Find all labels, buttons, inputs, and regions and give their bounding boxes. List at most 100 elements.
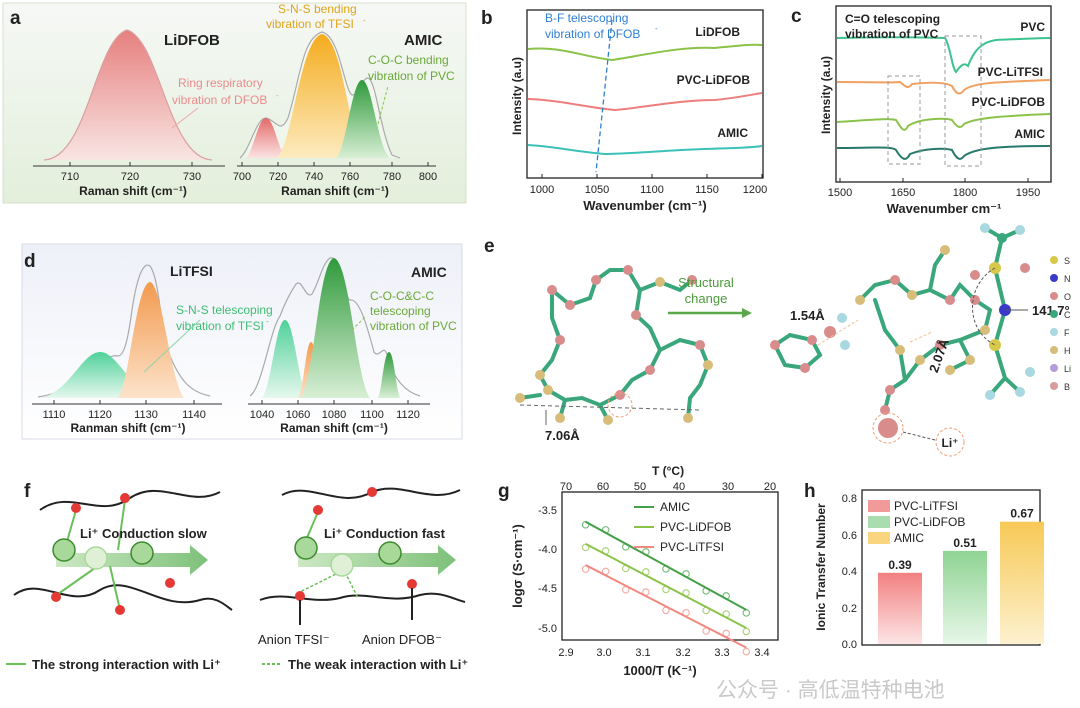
panel-b-ticks: 1000 1050 1100 1150 1200	[530, 174, 767, 196]
tick-label: 800	[419, 171, 437, 183]
sns-annotation-2: vibration of TFSI	[176, 319, 264, 333]
li-ion	[378, 541, 402, 565]
panel-h-ylabel: Ionic Transfer Number	[814, 503, 828, 631]
data-point	[642, 548, 650, 556]
panel-c-ticks: 1500 1650 1800 1950	[828, 178, 1040, 199]
panel-label-f: f	[24, 481, 31, 502]
data-point	[601, 547, 610, 555]
panel-a: a LiDFOB Ring respiratory vibration of D…	[2, 2, 467, 204]
data-point	[682, 608, 690, 617]
legend-F: F	[1064, 328, 1070, 338]
amic-d-peak-4	[378, 352, 400, 398]
tick-label: 1500	[828, 187, 852, 199]
data-point	[642, 568, 650, 576]
tick-label: 1100	[360, 409, 384, 421]
tick-label: 1110	[43, 409, 66, 421]
sns-annotation: S-N-S telescoping	[176, 303, 273, 317]
legend-h-pvc-litfsi: PVC-LiTFSI	[894, 499, 958, 513]
amic-d-peak-1	[262, 320, 308, 398]
pvc-spectrum	[836, 36, 1051, 74]
amic-tfsi-peak	[276, 34, 366, 158]
x-tick-label: 3.3	[714, 647, 729, 659]
data-point	[682, 589, 690, 597]
coc-d-annotation: C-O-C&C-C	[370, 289, 434, 303]
amic-d-peak-3	[300, 258, 370, 398]
data-point	[742, 647, 751, 656]
data-point	[642, 588, 650, 596]
svg-text:-: -	[266, 317, 269, 326]
x-tick-label: 3.1	[635, 647, 650, 659]
panel-label-b: b	[481, 8, 493, 29]
tick-label: 1950	[1016, 187, 1040, 199]
bar-value-label: 0.51	[953, 536, 977, 550]
data-point	[662, 565, 670, 573]
ring-annotation-2: vibration of DFOB	[172, 93, 267, 107]
amic-molecule-right-atoms	[770, 245, 990, 415]
y-tick-label: -3.5	[538, 505, 557, 517]
anion-site	[295, 591, 305, 601]
legend-B: B	[1064, 382, 1070, 392]
lidfob-peak	[44, 30, 212, 160]
panel-b-ylabel: Intensity (a.u)	[510, 57, 524, 135]
legend-S: S	[1064, 256, 1070, 266]
legend-N: N	[1064, 274, 1071, 284]
ring-pointer	[171, 107, 199, 129]
coc-pointer	[377, 85, 389, 125]
tick-label: 760	[341, 171, 359, 183]
svg-text:-: -	[276, 91, 279, 100]
panel-c-xlabel: Wavenumber cm⁻¹	[887, 201, 1002, 216]
tick-label: 700	[233, 171, 251, 183]
conduction-fast-label: Li⁺ Conduction fast	[324, 526, 446, 541]
pvc-molecule-left-atoms	[515, 265, 713, 425]
panel-b: b B-F telescoping vibration of DFOB - Li…	[481, 8, 767, 213]
svg-text:-: -	[655, 24, 658, 33]
panel-d-right-ticks: 1040 1060 1080 1100 1120	[250, 400, 420, 421]
data-point	[601, 526, 610, 534]
amic-d-title: AMIC	[411, 264, 447, 280]
panel-d-left-xlabel: Ranman shift (cm⁻¹)	[70, 421, 185, 435]
bond-1-54	[817, 319, 859, 346]
li-ion	[52, 538, 76, 562]
legend-weak-label: The weak interaction with Li⁺	[288, 657, 468, 672]
coc-d-annotation-3: vibration of PVC	[370, 319, 457, 333]
structural-label-2: change	[685, 291, 728, 306]
panel-label-c: c	[791, 6, 802, 27]
tick-label: 1150	[695, 184, 719, 196]
coc-d-annotation-2: telescoping	[370, 304, 431, 318]
y-tick-label: 0.0	[842, 639, 857, 651]
anion-tfsi-label: Anion TFSI⁻	[258, 632, 330, 647]
legend-O: O	[1064, 292, 1071, 302]
svg-text:-: -	[363, 16, 366, 25]
distance-line-7	[519, 404, 701, 411]
pvc-litfsi-label: PVC-LiTFSI	[978, 65, 1043, 79]
x-tick-label: 3.2	[675, 647, 690, 659]
tick-label: 720	[269, 171, 287, 183]
polymer-chain-bottom-slow	[13, 584, 233, 611]
tick-label: 1060	[286, 409, 310, 421]
amic-ring-peak	[246, 118, 286, 158]
li-ion	[294, 536, 318, 560]
bar-value-label: 0.67	[1010, 507, 1034, 521]
highlight-box-2	[944, 35, 982, 167]
panel-c-ylabel: Intensity (a.u)	[819, 56, 833, 134]
lidfob-spectrum	[527, 43, 763, 62]
tick-label: 1130	[134, 409, 158, 421]
tick-label: 1200	[743, 184, 767, 196]
data-point	[581, 565, 590, 573]
legend-h-amic: AMIC	[894, 531, 924, 545]
lidfob-label: LiDFOB	[695, 25, 740, 39]
data-point	[662, 585, 670, 594]
panel-d: d LiTFSI S-N-S telescoping vibration of …	[21, 243, 463, 440]
data-point	[742, 627, 751, 636]
pvc-label: PVC	[1020, 20, 1045, 34]
distance-label-7: 7.06Å	[545, 428, 580, 443]
li-ion	[130, 541, 154, 565]
panel-a-left-ticks: 710 720 730	[61, 162, 201, 183]
panel-a-left-xlabel: Raman shift (cm⁻¹)	[79, 184, 187, 198]
top-axis-label: T (°C)	[652, 464, 684, 478]
anion-site	[120, 493, 130, 503]
anion-site	[313, 505, 323, 515]
y-tick-label: 0.8	[842, 493, 857, 505]
anion-dfob-label: Anion DFOB⁻	[362, 632, 442, 647]
